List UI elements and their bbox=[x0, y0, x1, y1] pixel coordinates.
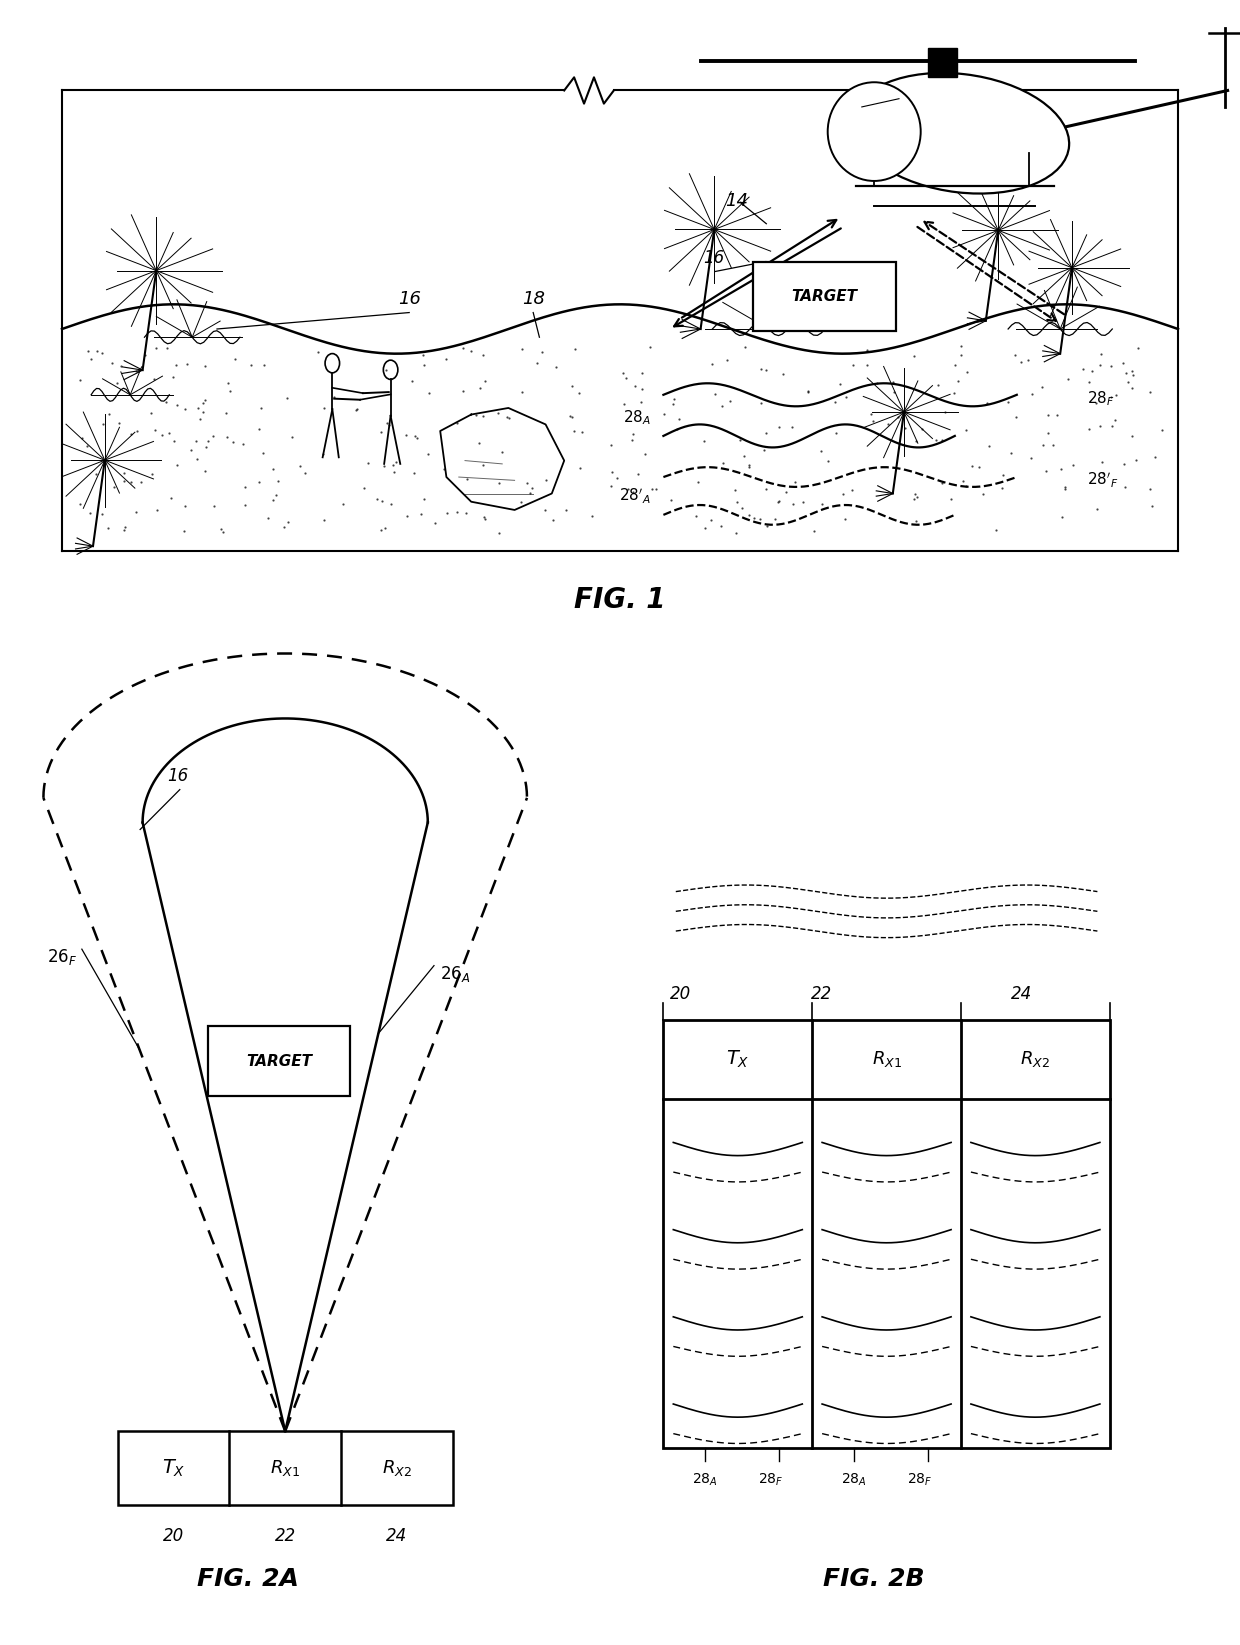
Text: 16: 16 bbox=[167, 767, 188, 785]
Text: $R_{X1}$: $R_{X1}$ bbox=[270, 1457, 300, 1479]
Bar bbox=[928, 48, 957, 77]
Text: TARGET: TARGET bbox=[791, 288, 858, 304]
Text: $28'_A$: $28'_A$ bbox=[619, 487, 651, 507]
Text: 12: 12 bbox=[874, 87, 898, 104]
Text: FIG. 2B: FIG. 2B bbox=[823, 1568, 925, 1591]
Text: $R_{X2}$: $R_{X2}$ bbox=[1021, 1050, 1050, 1069]
Text: 10: 10 bbox=[862, 164, 885, 181]
Text: 22: 22 bbox=[274, 1527, 296, 1545]
Ellipse shape bbox=[853, 72, 1069, 194]
Text: $26_A$: $26_A$ bbox=[440, 964, 471, 984]
Text: 20: 20 bbox=[162, 1527, 185, 1545]
Text: $28_F$: $28_F$ bbox=[758, 1472, 784, 1489]
Text: FIG. 1: FIG. 1 bbox=[574, 586, 666, 615]
Ellipse shape bbox=[827, 82, 920, 181]
Text: 14: 14 bbox=[725, 191, 749, 209]
Text: $26_F$: $26_F$ bbox=[47, 948, 77, 967]
Text: 24: 24 bbox=[1011, 984, 1032, 1002]
Text: $R_{X2}$: $R_{X2}$ bbox=[382, 1457, 412, 1479]
Bar bbox=[663, 1020, 1110, 1448]
Bar bbox=[118, 1431, 453, 1505]
Text: $T_X$: $T_X$ bbox=[162, 1457, 185, 1479]
Text: 16: 16 bbox=[398, 290, 420, 308]
Text: $28_F$: $28_F$ bbox=[906, 1472, 932, 1489]
Text: 24: 24 bbox=[386, 1527, 408, 1545]
Text: FIG. 2A: FIG. 2A bbox=[197, 1568, 299, 1591]
Text: 22: 22 bbox=[811, 984, 832, 1002]
Polygon shape bbox=[440, 408, 564, 510]
Text: $28'_F$: $28'_F$ bbox=[1087, 470, 1118, 490]
Text: $28_A$: $28_A$ bbox=[841, 1472, 867, 1489]
Bar bbox=[208, 1026, 351, 1096]
Text: $T_X$: $T_X$ bbox=[727, 1050, 749, 1069]
Text: $28_A$: $28_A$ bbox=[692, 1472, 718, 1489]
Text: 16: 16 bbox=[703, 248, 724, 266]
Text: $28_F$: $28_F$ bbox=[1087, 388, 1115, 408]
Text: $28_A$: $28_A$ bbox=[622, 408, 651, 428]
Text: $R_{X1}$: $R_{X1}$ bbox=[872, 1050, 901, 1069]
Text: 18: 18 bbox=[522, 290, 544, 308]
Bar bbox=[754, 262, 895, 331]
Text: TARGET: TARGET bbox=[246, 1053, 312, 1069]
Text: 20: 20 bbox=[670, 984, 691, 1002]
